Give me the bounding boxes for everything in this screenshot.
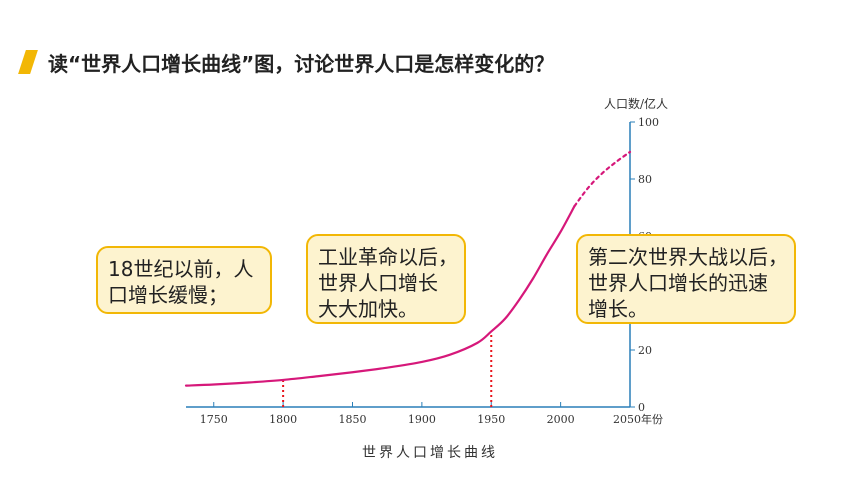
- y-tick-label: 100: [638, 116, 659, 129]
- callout-line: 大大加快。: [318, 297, 418, 321]
- x-tick-label: 1800: [269, 413, 297, 426]
- callout-line: 第二次世界大战以后，: [588, 245, 788, 269]
- y-tick-label: 80: [638, 173, 652, 186]
- reference-lines: [282, 331, 493, 407]
- page-title: 读“世界人口增长曲线”图，讨论世界人口是怎样变化的？: [48, 52, 555, 76]
- x-tick-label: 1950: [477, 413, 505, 426]
- x-tick-label: 2000: [547, 413, 575, 426]
- y-axis-label: 人口数/亿人: [604, 96, 668, 111]
- x-tick-label: 2050年份: [613, 412, 663, 426]
- chart-caption: 世界人口增长曲线: [362, 445, 498, 461]
- projection-curve: [573, 150, 632, 208]
- callout-pre-18th-century: 18世纪以前，人 口增长缓慢；: [96, 246, 272, 314]
- x-tick-label: 1900: [408, 413, 436, 426]
- y-tick-label: 20: [638, 344, 652, 357]
- population-curves: [184, 150, 632, 387]
- callout-line: 口增长缓慢；: [108, 283, 228, 307]
- y-tick-label: 0: [638, 401, 645, 414]
- callout-line: 世界人口增长: [318, 271, 438, 295]
- x-tick-label: 1850: [339, 413, 367, 426]
- x-tick-label: 1750: [200, 413, 228, 426]
- callout-line: 18世纪以前，人: [108, 257, 254, 281]
- callout-line: 增长。: [588, 297, 648, 321]
- population-curve: [184, 204, 576, 387]
- callout-industrial-revolution: 工业革命以后， 世界人口增长 大大加快。: [306, 234, 466, 324]
- callout-line: 世界人口增长的迅速: [588, 271, 768, 295]
- callout-line: 工业革命以后，: [318, 245, 458, 269]
- callout-post-ww2: 第二次世界大战以后， 世界人口增长的迅速 增长。: [576, 234, 796, 324]
